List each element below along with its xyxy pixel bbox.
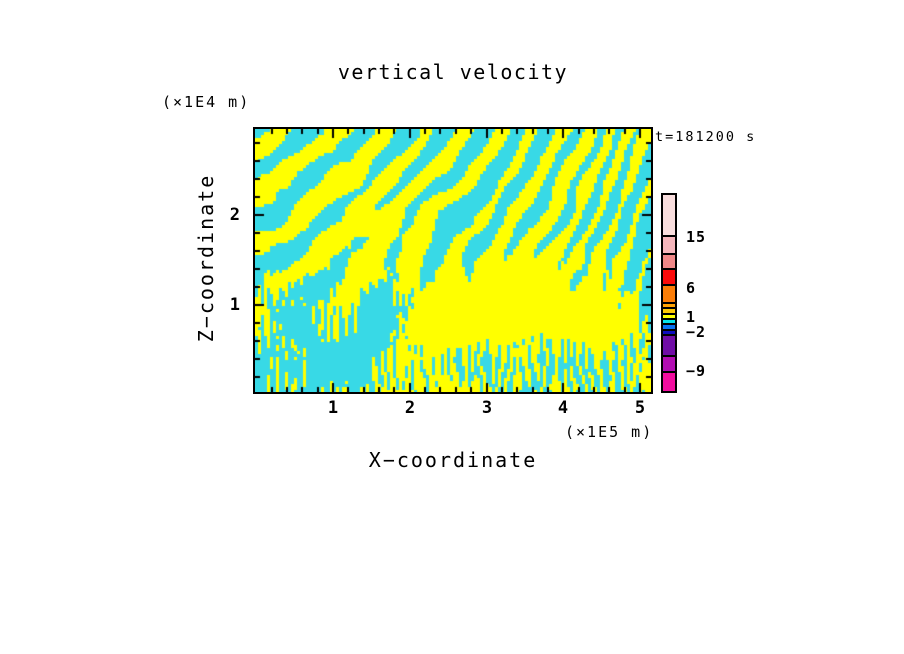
colorbar-tick-label: −2	[686, 323, 707, 341]
x-axis-title: X−coordinate	[368, 448, 538, 472]
z-tick-label: 2	[229, 205, 240, 225]
colorbar-segment	[663, 307, 675, 315]
x-tick-label: 3	[481, 398, 493, 418]
colorbar-segment	[663, 268, 675, 286]
colorbar-tick-label: 1	[686, 308, 697, 326]
colorbar-segment	[663, 284, 675, 304]
colorbar-tick-label: −9	[686, 362, 707, 380]
colorbar	[661, 193, 677, 393]
x-tick-label: 1	[327, 398, 339, 418]
plot-area	[253, 127, 653, 394]
x-axis-unit: (×1E5 m)	[565, 423, 654, 441]
x-tick-label: 4	[557, 398, 569, 418]
colorbar-segment	[663, 355, 675, 373]
colorbar-segment	[663, 318, 675, 325]
colorbar-labels: 15 6 1 −2 −9	[686, 193, 730, 393]
colorbar-segment	[663, 371, 675, 391]
colorbar-segment	[663, 253, 675, 270]
velocity-field-canvas	[255, 129, 651, 392]
colorbar-segment	[663, 334, 675, 357]
colorbar-segment	[663, 313, 675, 320]
colorbar-segment	[663, 235, 675, 255]
z-axis-unit: (×1E4 m)	[162, 93, 251, 111]
colorbar-segment	[663, 195, 675, 237]
colorbar-segment	[663, 329, 675, 336]
chart-title: vertical velocity	[337, 60, 569, 84]
colorbar-tick-label: 6	[686, 279, 697, 297]
timestamp-label: t=181200 s	[655, 129, 757, 145]
x-axis-tick-labels: 1 2 3 4 5	[255, 398, 651, 418]
colorbar-segment	[663, 302, 675, 309]
x-tick-label: 2	[404, 398, 416, 418]
z-tick-label: 1	[229, 295, 240, 315]
colorbar-tick-label: 15	[686, 228, 707, 246]
x-tick-label: 5	[634, 398, 646, 418]
colorbar-segment	[663, 323, 675, 331]
